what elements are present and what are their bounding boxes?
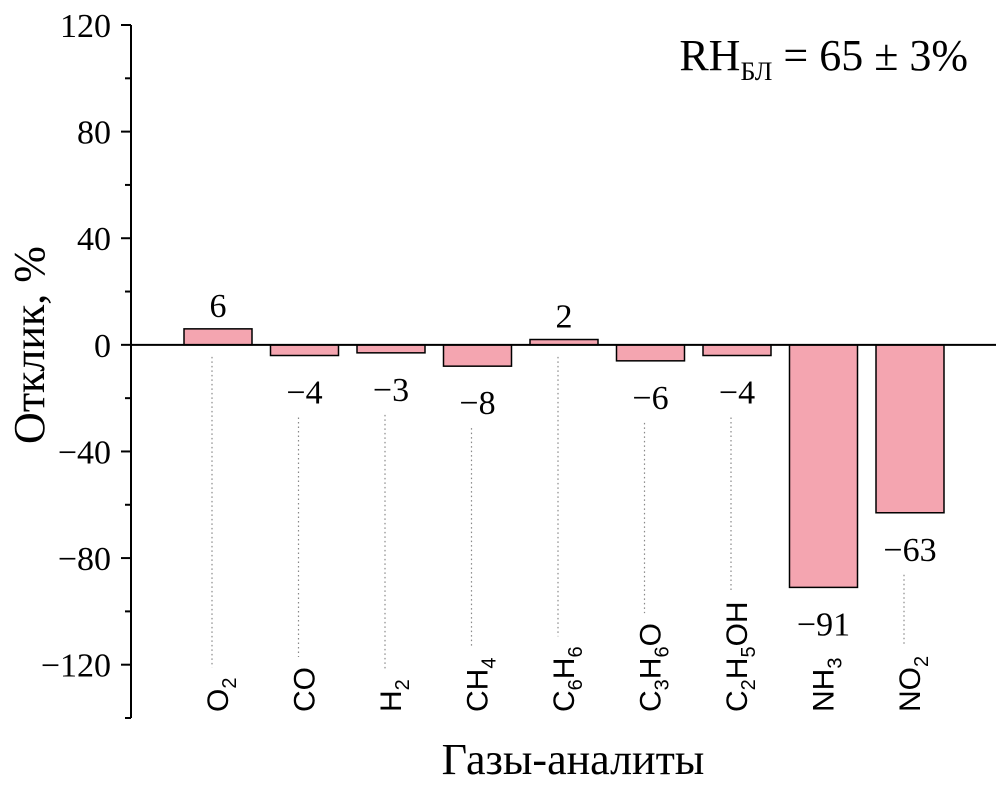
category-label: CH4 xyxy=(462,658,501,712)
y-tick-label: −40 xyxy=(58,434,111,471)
leader-lines xyxy=(211,356,905,670)
y-tick-label: −120 xyxy=(41,648,111,685)
category-label: CO xyxy=(289,667,322,712)
y-axis-ticks: 120 80 40 0 −40 −80 −120 xyxy=(41,8,131,719)
bar xyxy=(442,344,513,367)
y-tick-label: 80 xyxy=(77,115,111,152)
data-labels: 6 −4 −3 −8 2 −6 −4 −91 −63 xyxy=(210,288,937,644)
y-tick-label: 0 xyxy=(94,328,111,365)
category-label: C2H5OH xyxy=(721,601,760,712)
bar-value-label: −6 xyxy=(632,380,668,417)
bar-value-label: −8 xyxy=(459,385,495,422)
rh-subscript: БЛ xyxy=(740,57,772,86)
y-tick-label: 40 xyxy=(77,221,111,258)
bar-value-label: 6 xyxy=(210,288,227,325)
category-label: H2 xyxy=(375,679,414,712)
y-axis-title: Отклик, % xyxy=(5,246,54,444)
bar xyxy=(875,344,945,514)
y-tick-label: −80 xyxy=(58,541,111,578)
x-axis-title: Газы-аналиты xyxy=(442,735,705,784)
category-label: O2 xyxy=(202,678,241,712)
bar-value-label: −4 xyxy=(286,375,322,412)
rh-main: RH xyxy=(679,31,740,80)
bar xyxy=(702,344,772,357)
bar-value-label: −91 xyxy=(797,606,850,643)
bar-value-label: 2 xyxy=(556,299,573,336)
rh-rest: = 65 ± 3% xyxy=(772,31,968,80)
bar-value-label: −3 xyxy=(373,372,409,409)
bar-value-label: −4 xyxy=(719,375,755,412)
category-label: NO2 xyxy=(894,656,933,712)
bars xyxy=(183,328,945,589)
category-label: NH3 xyxy=(808,658,847,712)
bar xyxy=(183,328,253,346)
y-tick-label: 120 xyxy=(60,8,111,45)
category-label: C3H6O xyxy=(635,623,674,712)
category-labels: O2 CO H2 CH4 C6H6 C3H6O C2H5OH NH3 NO2 xyxy=(202,601,933,712)
bar xyxy=(269,344,340,357)
rh-annotation: RHБЛ = 65 ± 3% xyxy=(679,31,968,86)
bar-value-label: −63 xyxy=(883,532,936,569)
bar xyxy=(615,344,686,362)
bar xyxy=(356,344,426,354)
bar xyxy=(788,344,859,589)
category-label: C6H6 xyxy=(548,646,587,712)
